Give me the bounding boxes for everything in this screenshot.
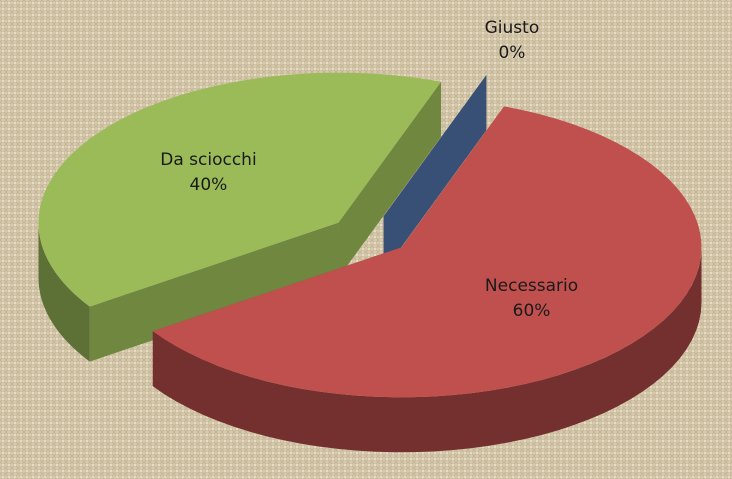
labels: Giusto 0% Necessario 60% Da sciocchi 40% bbox=[160, 18, 578, 321]
slice-wall bbox=[152, 247, 702, 453]
slice-side bbox=[338, 81, 442, 278]
slice bbox=[383, 75, 487, 272]
slice-value-label: 60% bbox=[513, 301, 551, 321]
slice-category-label: Giusto bbox=[485, 18, 540, 38]
slice-value-label: 0% bbox=[498, 43, 525, 63]
slice bbox=[152, 106, 702, 453]
slice-side bbox=[383, 75, 487, 272]
slice bbox=[38, 72, 442, 362]
slice-category-label: Da sciocchi bbox=[160, 150, 256, 170]
slice-value-label: 40% bbox=[190, 175, 228, 195]
slice-top bbox=[152, 106, 702, 398]
pie bbox=[38, 72, 702, 453]
slice-wall bbox=[38, 222, 90, 362]
slice-top bbox=[38, 72, 442, 307]
slice-category-label: Necessario bbox=[485, 276, 578, 296]
slice-side bbox=[89, 222, 339, 362]
